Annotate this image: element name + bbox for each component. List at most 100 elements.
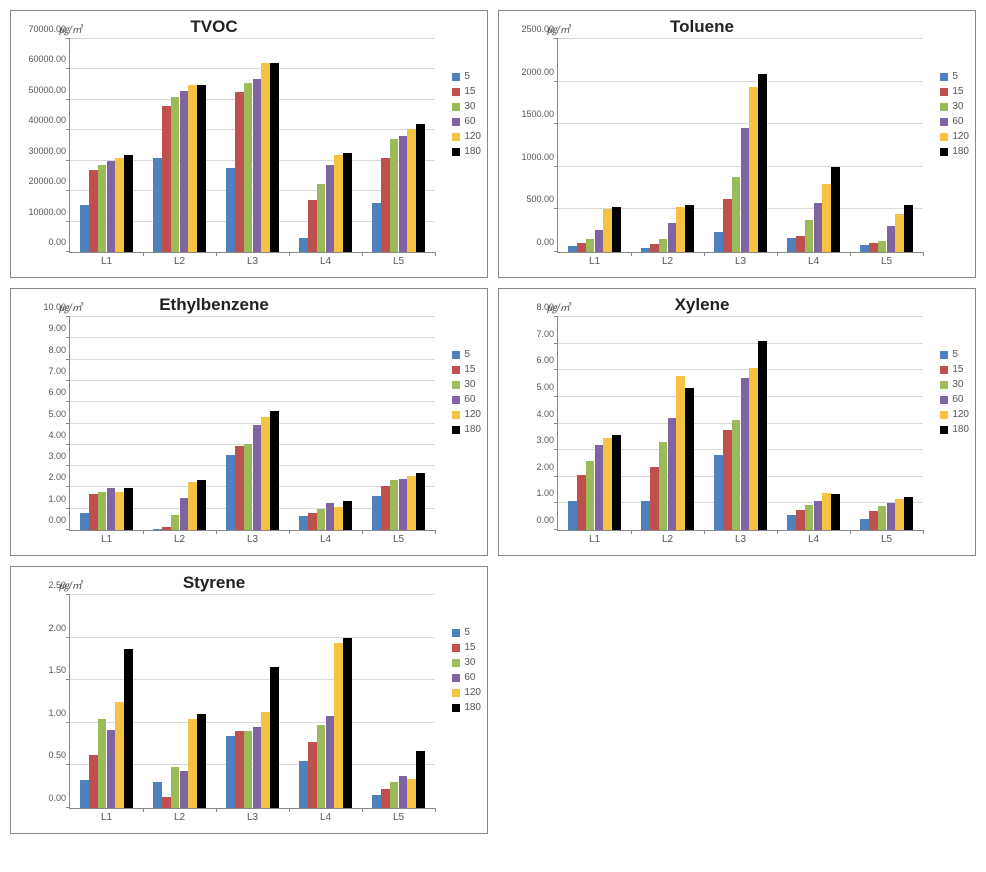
bar bbox=[685, 205, 694, 252]
bar bbox=[180, 498, 189, 530]
bar bbox=[416, 751, 425, 808]
ytick-label: 2.00 bbox=[48, 623, 66, 633]
ytick-label: 0.00 bbox=[48, 515, 66, 525]
bar bbox=[416, 473, 425, 531]
xtick-mark bbox=[435, 530, 436, 534]
bar bbox=[326, 716, 335, 808]
bar bbox=[253, 79, 262, 252]
bar bbox=[80, 513, 89, 530]
legend-swatch bbox=[452, 396, 460, 404]
xtick-mark bbox=[143, 530, 144, 534]
legend-swatch bbox=[940, 396, 948, 404]
legend-item: 180 bbox=[452, 146, 481, 157]
plot-area: 0.000.501.001.502.002.50L1L2L3L4L5 bbox=[69, 595, 435, 809]
bar bbox=[180, 91, 189, 252]
bar bbox=[390, 139, 399, 252]
ytick-mark bbox=[66, 359, 70, 360]
ytick-label: 8.00 bbox=[48, 345, 66, 355]
bar bbox=[407, 129, 416, 252]
bar bbox=[107, 161, 116, 252]
xtick-mark bbox=[289, 252, 290, 256]
ytick-label: 1000.00 bbox=[521, 152, 554, 162]
bar bbox=[244, 444, 253, 530]
ytick-mark bbox=[66, 764, 70, 765]
bar bbox=[188, 719, 197, 808]
bar bbox=[822, 184, 831, 252]
bar bbox=[244, 731, 253, 808]
ytick-label: 1.00 bbox=[536, 488, 554, 498]
legend-item: 15 bbox=[452, 642, 481, 653]
bar bbox=[860, 519, 869, 530]
ytick-mark bbox=[66, 68, 70, 69]
plot-area: 0.0010000.0020000.0030000.0040000.005000… bbox=[69, 39, 435, 253]
legend-label: 30 bbox=[952, 379, 963, 390]
chart-panel-ethylbenzene: ㎍/㎥ Ethylbenzene 5153060120180 0.001.002… bbox=[10, 288, 488, 556]
legend-label: 180 bbox=[952, 424, 969, 435]
gridline bbox=[70, 380, 435, 381]
ytick-mark bbox=[66, 486, 70, 487]
bar bbox=[895, 214, 904, 252]
gridline bbox=[70, 637, 435, 638]
ytick-label: 30000.00 bbox=[28, 146, 66, 156]
gridline bbox=[558, 81, 923, 82]
chart-grid: ㎍/㎥ TVOC 5153060120180 0.0010000.0020000… bbox=[10, 10, 976, 834]
bar bbox=[153, 158, 162, 252]
ytick-mark bbox=[554, 343, 558, 344]
legend-swatch bbox=[940, 103, 948, 111]
legend-item: 120 bbox=[452, 409, 481, 420]
bar bbox=[89, 755, 98, 808]
legend-swatch bbox=[940, 148, 948, 156]
legend-swatch bbox=[452, 689, 460, 697]
legend-item: 15 bbox=[452, 86, 481, 97]
bar bbox=[89, 494, 98, 530]
bar bbox=[153, 782, 162, 808]
bar bbox=[317, 509, 326, 530]
xtick-label: L5 bbox=[393, 812, 404, 823]
bar bbox=[668, 223, 677, 252]
xtick-label: L2 bbox=[174, 534, 185, 545]
ytick-mark bbox=[554, 369, 558, 370]
legend-item: 120 bbox=[452, 131, 481, 142]
legend-label: 15 bbox=[464, 364, 475, 375]
ytick-mark bbox=[66, 679, 70, 680]
xtick-label: L4 bbox=[320, 534, 331, 545]
xtick-mark bbox=[777, 252, 778, 256]
legend-label: 180 bbox=[952, 146, 969, 157]
bar bbox=[568, 501, 577, 530]
bar bbox=[299, 238, 308, 252]
ytick-mark bbox=[554, 166, 558, 167]
ytick-mark bbox=[66, 401, 70, 402]
legend-item: 5 bbox=[452, 71, 481, 82]
ytick-mark bbox=[66, 465, 70, 466]
ytick-label: 6.00 bbox=[48, 387, 66, 397]
bar bbox=[869, 243, 878, 252]
ytick-mark bbox=[554, 476, 558, 477]
xtick-mark bbox=[850, 252, 851, 256]
xtick-label: L5 bbox=[393, 256, 404, 267]
bar bbox=[659, 442, 668, 530]
ytick-mark bbox=[66, 807, 70, 808]
bar bbox=[831, 167, 840, 252]
bar bbox=[197, 714, 206, 808]
bar bbox=[180, 771, 189, 808]
legend-label: 15 bbox=[952, 86, 963, 97]
legend-swatch bbox=[940, 351, 948, 359]
ytick-label: 1.50 bbox=[48, 665, 66, 675]
xtick-mark bbox=[435, 252, 436, 256]
bar bbox=[372, 795, 381, 808]
xtick-mark bbox=[143, 808, 144, 812]
ytick-label: 4.00 bbox=[536, 409, 554, 419]
legend-item: 30 bbox=[940, 379, 969, 390]
legend-swatch bbox=[452, 381, 460, 389]
xtick-mark bbox=[289, 808, 290, 812]
ytick-mark bbox=[66, 594, 70, 595]
bar bbox=[98, 719, 107, 808]
ytick-mark bbox=[66, 423, 70, 424]
bar bbox=[714, 232, 723, 252]
ytick-mark bbox=[66, 637, 70, 638]
bar bbox=[343, 153, 352, 252]
legend-item: 5 bbox=[940, 349, 969, 360]
ytick-label: 2000.00 bbox=[521, 67, 554, 77]
xtick-label: L3 bbox=[247, 534, 258, 545]
bar bbox=[235, 446, 244, 530]
